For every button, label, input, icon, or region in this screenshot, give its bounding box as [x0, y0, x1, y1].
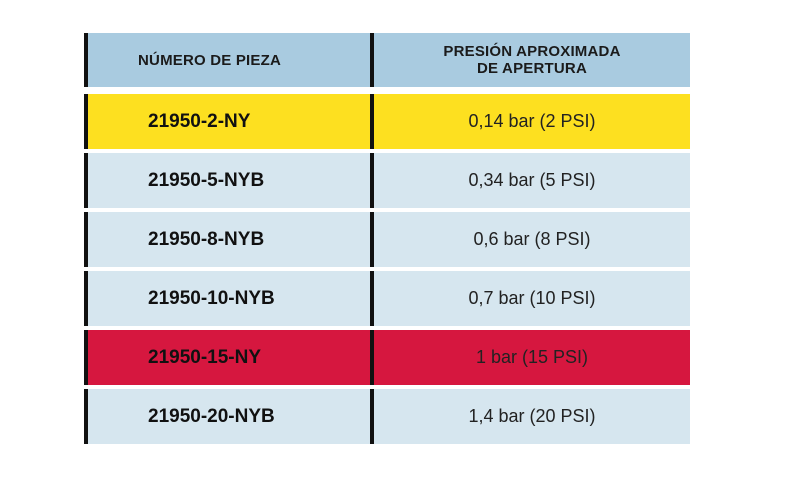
part-number-cell: 21950-10-NYB — [84, 271, 370, 326]
table-row: 21950-10-NYB 0,7 bar (10 PSI) — [84, 271, 690, 326]
part-number-cell: 21950-20-NYB — [84, 389, 370, 444]
part-number-cell: 21950-2-NY — [84, 94, 370, 149]
pressure-table: NÚMERO DE PIEZA PRESIÓN APROXIMADA DE AP… — [84, 33, 690, 448]
header-part-number: NÚMERO DE PIEZA — [84, 33, 370, 87]
pressure-cell: 1 bar (15 PSI) — [370, 330, 690, 385]
pressure-cell: 0,7 bar (10 PSI) — [370, 271, 690, 326]
table-row: 21950-20-NYB 1,4 bar (20 PSI) — [84, 389, 690, 444]
pressure-cell: 1,4 bar (20 PSI) — [370, 389, 690, 444]
header-opening-pressure: PRESIÓN APROXIMADA DE APERTURA — [370, 33, 690, 87]
table-row: 21950-5-NYB 0,34 bar (5 PSI) — [84, 153, 690, 208]
table-row: 21950-8-NYB 0,6 bar (8 PSI) — [84, 212, 690, 267]
part-number-cell: 21950-8-NYB — [84, 212, 370, 267]
header-pressure-line2: DE APERTURA — [477, 60, 587, 77]
pressure-cell: 0,14 bar (2 PSI) — [370, 94, 690, 149]
table-row: 21950-15-NY 1 bar (15 PSI) — [84, 330, 690, 385]
pressure-cell: 0,6 bar (8 PSI) — [370, 212, 690, 267]
table-row: 21950-2-NY 0,14 bar (2 PSI) — [84, 94, 690, 149]
pressure-cell: 0,34 bar (5 PSI) — [370, 153, 690, 208]
part-number-cell: 21950-15-NY — [84, 330, 370, 385]
header-part-number-label: NÚMERO DE PIEZA — [138, 51, 282, 69]
table-header-row: NÚMERO DE PIEZA PRESIÓN APROXIMADA DE AP… — [84, 33, 690, 87]
header-pressure-line1: PRESIÓN APROXIMADA — [443, 43, 621, 60]
part-number-cell: 21950-5-NYB — [84, 153, 370, 208]
